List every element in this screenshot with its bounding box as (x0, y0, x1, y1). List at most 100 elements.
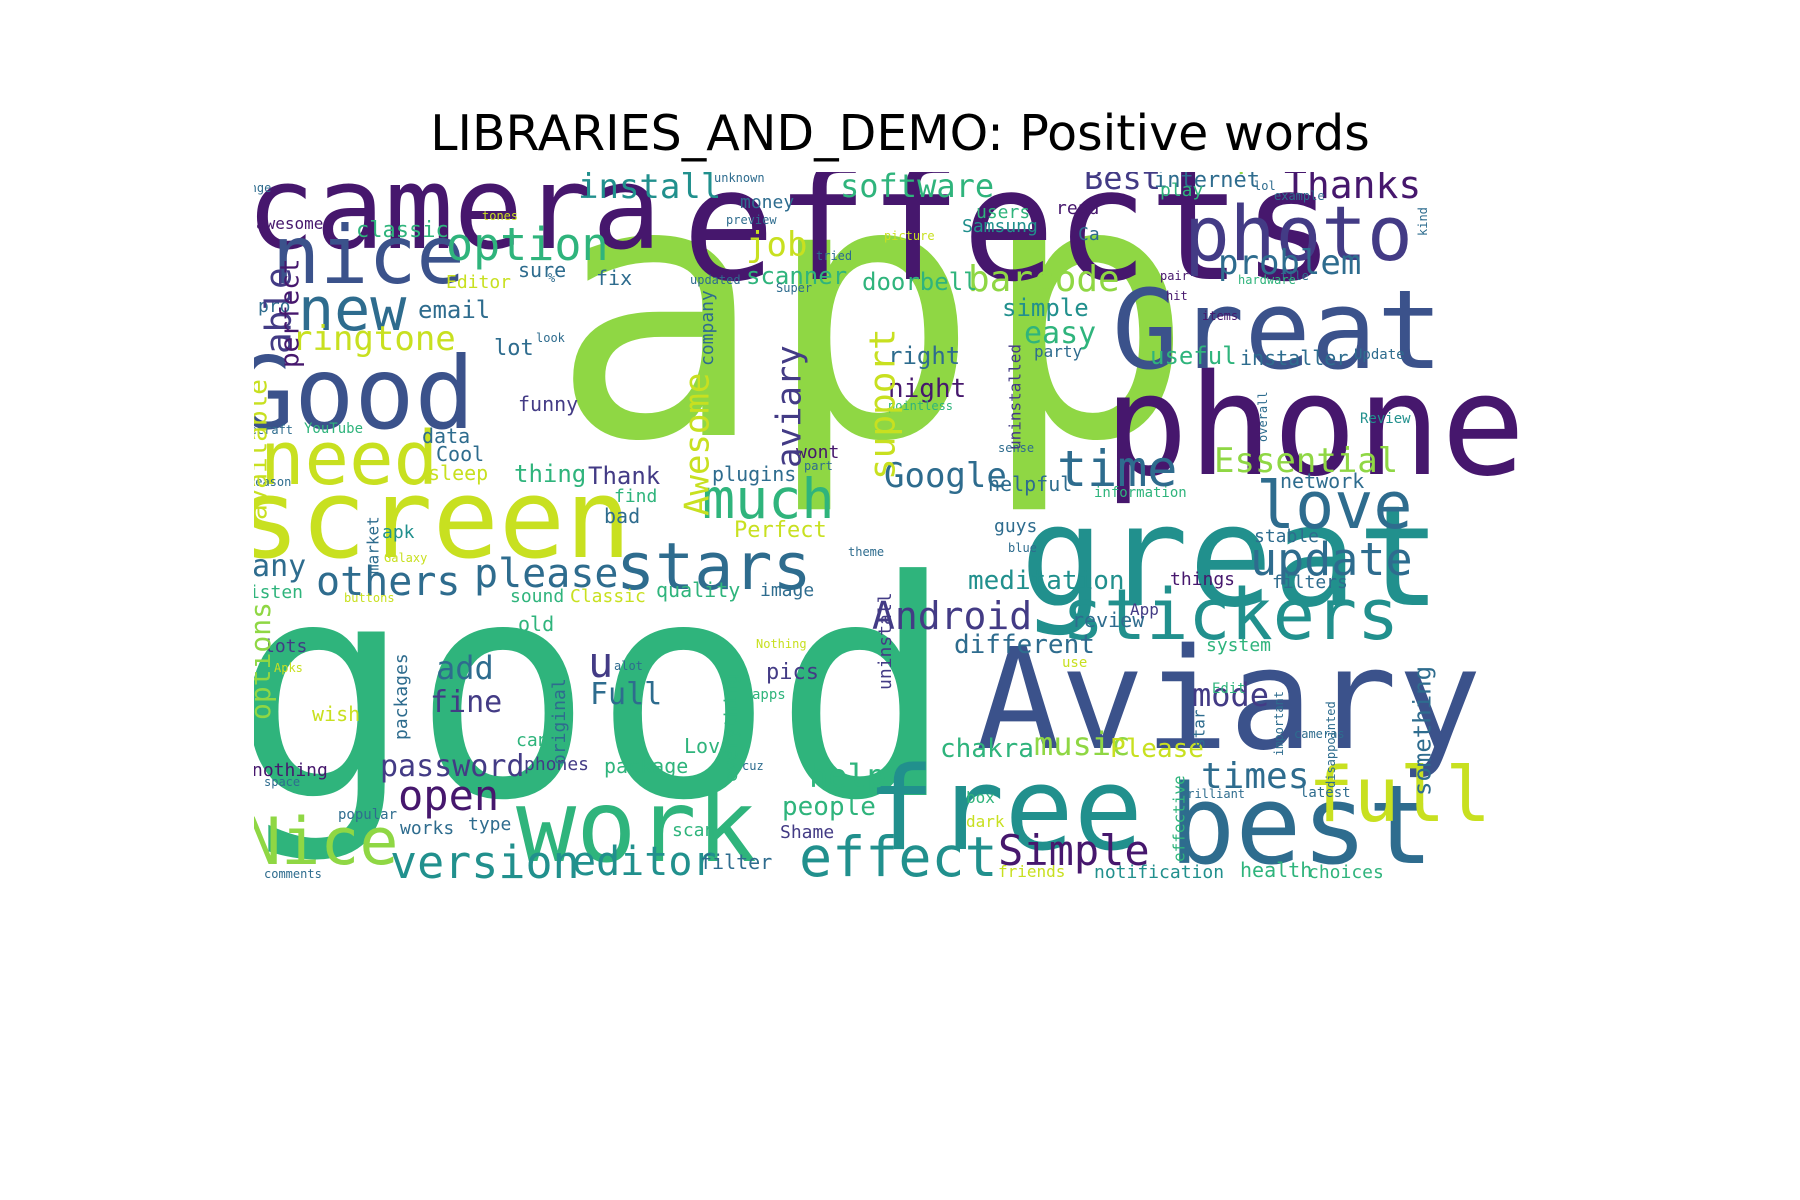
word-space: space (264, 775, 301, 789)
word-funny: funny (518, 392, 579, 416)
word-packages: packages (390, 653, 412, 740)
word-times: times (1201, 756, 1310, 797)
word-hardware: hardware (1238, 273, 1296, 287)
word-notification: notification (1094, 862, 1225, 883)
word-great: great (1020, 476, 1442, 639)
word-different: different (954, 630, 1095, 660)
word-box: box (966, 788, 995, 807)
word-simple: simple (1002, 294, 1089, 322)
word-ca: Ca (1078, 224, 1100, 245)
word-look: look (536, 331, 565, 345)
word-wish: wish (312, 702, 361, 726)
word-party: party (1034, 342, 1083, 361)
word-bad: bad (604, 504, 641, 528)
word-original: original (548, 678, 570, 765)
word-software: software (840, 172, 995, 205)
word-review-title: Review (1360, 411, 1411, 427)
word-full[interactable]: full (1308, 750, 1492, 839)
word-android: Android (872, 594, 1033, 638)
word-google: Google (884, 456, 1007, 496)
word-super: Super (776, 281, 813, 295)
word-effects: effects (682, 172, 1336, 316)
word-update: update (1250, 533, 1413, 586)
word-colon: : (1234, 172, 1248, 178)
word-chakra: chakra (940, 734, 1034, 764)
word-youtube: YouTube (304, 421, 364, 437)
word-sense: sense (998, 441, 1035, 455)
word-find: find (614, 486, 658, 507)
word-many: many (254, 549, 307, 584)
word-galaxy: Galaxy (384, 551, 428, 565)
word-things: things (1170, 569, 1236, 590)
word-classic-title: Classic (570, 586, 646, 607)
word-others: others (316, 559, 461, 605)
word-version: version (390, 836, 580, 889)
word-nothing-title: Nothing (756, 637, 807, 651)
word-tried: tried (816, 249, 853, 263)
word-good: good (254, 517, 955, 866)
word-installer: installer (1240, 346, 1349, 370)
word-read: read (1056, 198, 1100, 219)
word-native: native (980, 172, 1023, 174)
word-effective: effective (1169, 775, 1189, 862)
word-sound: sound (510, 586, 565, 607)
word-comments: comments (264, 867, 322, 881)
word-new: new (298, 275, 407, 345)
word-good-title: Good (254, 335, 475, 452)
word-barcode: barcode (968, 259, 1120, 300)
word-music: music (1034, 725, 1131, 763)
word-overall: overall (1256, 391, 1271, 442)
word-kind: kind (1416, 207, 1431, 236)
word-uninstalled: uninstalled (1005, 344, 1025, 450)
word-preview: preview (726, 213, 777, 227)
word-disappointed: disappointed (1324, 701, 1339, 788)
word-latest: latest (1300, 785, 1351, 801)
word-works: works (400, 818, 455, 839)
word-ringtone: ringtone (292, 319, 456, 359)
word-network: network (1280, 469, 1365, 493)
word-support: support (862, 328, 904, 480)
word-pro: pro (258, 296, 291, 317)
word-cameras: cameras (1294, 727, 1345, 741)
word-u: u (588, 638, 614, 687)
word-full-title: Full (590, 677, 663, 712)
word-nice: nice (272, 209, 465, 302)
word-everything: everything (720, 673, 742, 782)
word-change: change (254, 181, 272, 195)
word-option: option (446, 218, 609, 271)
word-company: company (696, 290, 718, 366)
word-filter: filter (700, 850, 773, 874)
word-best-title: Best (1084, 172, 1162, 197)
word-awesome-title: Awesome (677, 372, 718, 516)
word-image: image (760, 580, 815, 601)
word-updated: updated (690, 273, 741, 287)
word-theme: theme (848, 545, 885, 559)
word-please: please (474, 551, 619, 597)
word-password: password (380, 749, 525, 784)
word-package: package (604, 754, 689, 778)
word-pics: pics (766, 660, 819, 685)
word-available: available (254, 379, 274, 520)
word-doorbell: doorbell (862, 268, 978, 296)
word-shame: Shame (780, 822, 835, 843)
word-app: app (550, 172, 1195, 520)
word-plugins: plugins (712, 462, 797, 486)
word-fine: fine (430, 685, 503, 720)
word-great-title: Great (1112, 266, 1444, 394)
word-classic: classic (356, 218, 449, 243)
word-lots: lots (264, 636, 308, 657)
word-filters: filters (1272, 572, 1348, 593)
word-best: best (1169, 761, 1434, 889)
word-fix: fix (596, 266, 633, 290)
word-need: need (260, 416, 439, 502)
word-stars: stars (616, 530, 812, 605)
word-app-title: App (1130, 600, 1159, 619)
word-open: open (398, 771, 500, 820)
word-internet: internet (1154, 172, 1260, 193)
word-hit: hit (1166, 289, 1188, 303)
word-file: file (1280, 269, 1309, 283)
word-work: work (516, 768, 757, 885)
word-photo: photo (1184, 189, 1413, 278)
word-editor-title: Editor (446, 272, 512, 293)
word-please-title: Please (1110, 734, 1204, 764)
